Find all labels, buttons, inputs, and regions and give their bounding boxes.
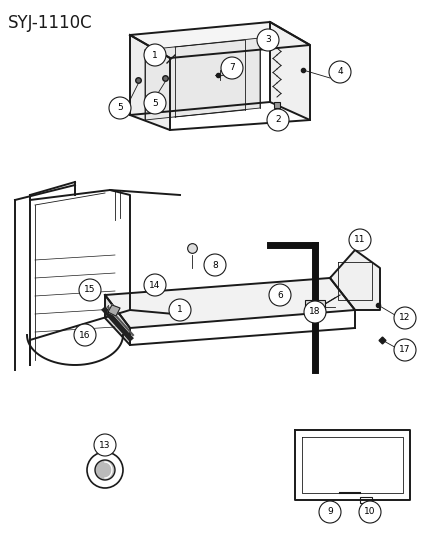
Text: 6: 6 bbox=[276, 290, 282, 300]
Text: 3: 3 bbox=[265, 36, 270, 44]
Circle shape bbox=[318, 501, 340, 523]
Text: 15: 15 bbox=[84, 286, 95, 295]
Text: 13: 13 bbox=[99, 440, 110, 449]
Circle shape bbox=[204, 254, 225, 276]
Bar bbox=[359, 497, 371, 503]
Text: 14: 14 bbox=[149, 280, 160, 289]
Circle shape bbox=[393, 339, 415, 361]
Text: 9: 9 bbox=[326, 507, 332, 516]
Text: 1: 1 bbox=[152, 51, 158, 60]
Polygon shape bbox=[105, 278, 354, 328]
Polygon shape bbox=[130, 22, 309, 58]
Circle shape bbox=[328, 61, 350, 83]
Circle shape bbox=[74, 324, 96, 346]
Text: SYJ-1110C: SYJ-1110C bbox=[8, 14, 92, 32]
Polygon shape bbox=[108, 305, 120, 316]
Text: 17: 17 bbox=[398, 345, 410, 354]
Text: 18: 18 bbox=[308, 308, 320, 317]
Text: 4: 4 bbox=[337, 68, 342, 77]
Text: 7: 7 bbox=[229, 63, 234, 72]
Circle shape bbox=[256, 29, 278, 51]
Circle shape bbox=[144, 92, 166, 114]
Circle shape bbox=[348, 229, 370, 251]
Circle shape bbox=[87, 452, 123, 488]
Circle shape bbox=[144, 274, 166, 296]
Text: 5: 5 bbox=[152, 99, 158, 108]
Circle shape bbox=[94, 434, 116, 456]
Bar bbox=[304, 300, 324, 315]
Circle shape bbox=[95, 460, 115, 480]
Polygon shape bbox=[130, 35, 170, 130]
Polygon shape bbox=[105, 295, 130, 345]
Text: 1: 1 bbox=[177, 305, 182, 314]
Text: 8: 8 bbox=[212, 261, 217, 270]
Text: 2: 2 bbox=[274, 116, 280, 125]
Circle shape bbox=[358, 501, 380, 523]
Polygon shape bbox=[145, 38, 259, 120]
Circle shape bbox=[221, 57, 242, 79]
Circle shape bbox=[393, 307, 415, 329]
Circle shape bbox=[266, 109, 288, 131]
Circle shape bbox=[268, 284, 290, 306]
Circle shape bbox=[303, 301, 325, 323]
Text: 11: 11 bbox=[354, 236, 365, 245]
Circle shape bbox=[79, 279, 101, 301]
Circle shape bbox=[109, 97, 131, 119]
Circle shape bbox=[169, 299, 190, 321]
Text: 12: 12 bbox=[398, 313, 410, 322]
Text: 10: 10 bbox=[363, 507, 375, 516]
Polygon shape bbox=[329, 250, 379, 310]
Circle shape bbox=[144, 44, 166, 66]
Polygon shape bbox=[269, 22, 309, 120]
Text: 5: 5 bbox=[117, 103, 123, 112]
Text: 16: 16 bbox=[79, 330, 91, 340]
